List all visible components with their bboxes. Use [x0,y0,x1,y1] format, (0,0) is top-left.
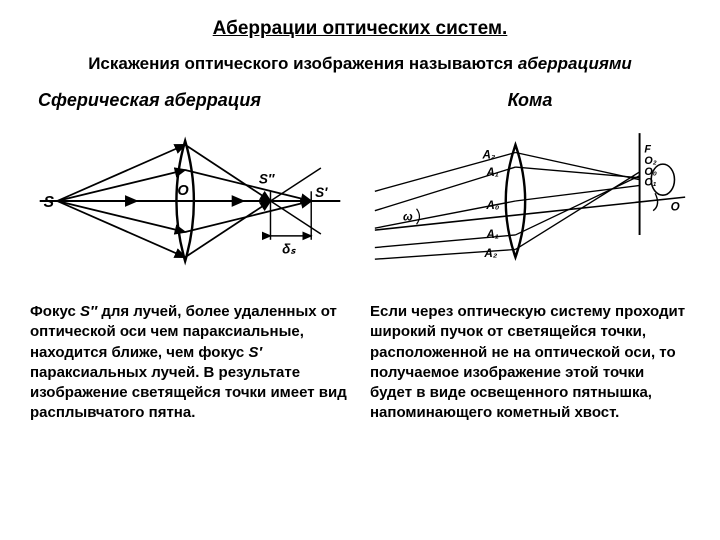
subtitle-text: Искажения оптического изображения называ… [88,54,518,73]
lbl-S: S [44,194,55,211]
t4: S′ [248,344,262,361]
subtitle: Искажения оптического изображения называ… [30,54,690,74]
subtitle-term: аберрациями [518,54,632,73]
desc-coma: Если через оптическую систему проходит ш… [370,302,690,424]
lbl-delta: δₛ [282,241,296,256]
header-spherical: Сферическая аберрация [30,90,350,111]
column-spherical: Сферическая аберрация [30,90,350,424]
lbl-w: ω [403,210,413,223]
column-coma: Кома A₂ [370,90,690,424]
desc-spherical: Фокус S″ для лучей, более удаленных от о… [30,302,350,424]
header-coma: Кома [370,90,690,111]
lbl-A1t: A₁ [485,166,499,179]
lbl-F: F [644,144,651,156]
diagram-coma: A₂ A₁ A₀ A₁ A₂ F O₂ O₀ O₁ O ω [370,121,690,281]
t2: S″ [80,303,97,320]
lbl-O1: O₁ [644,176,656,188]
lbl-O: O [177,183,189,199]
lbl-S1: S′ [315,185,328,200]
lbl-S2: S″ [259,172,275,187]
diagram-spherical: S O S″ S′ δₛ [30,121,350,281]
columns: Сферическая аберрация [30,90,690,424]
t1: Фокус [30,303,80,320]
t5: параксиальных лучей. В результате изобра… [30,364,347,422]
lbl-A0: A₀ [485,199,499,212]
lbl-A1b: A₁ [485,228,499,241]
lbl-A2b: A₂ [483,247,497,260]
lbl-Or: O [671,201,680,214]
page-title: Аберрации оптических систем. [30,18,690,40]
lbl-A2t: A₂ [481,148,495,161]
